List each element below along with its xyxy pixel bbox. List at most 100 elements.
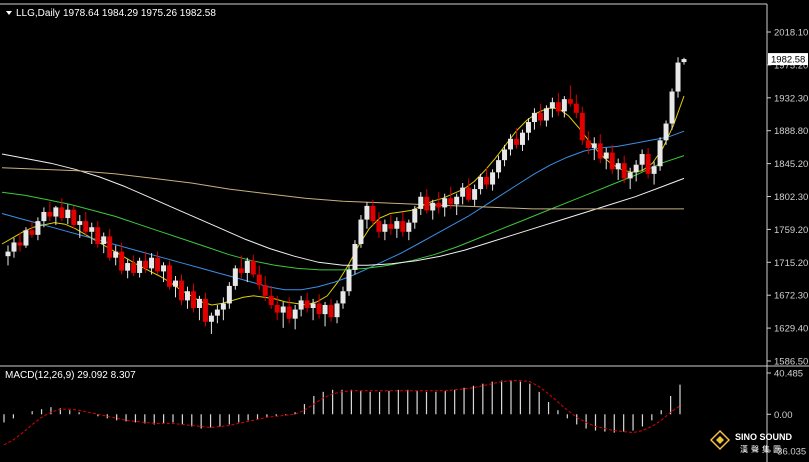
candle-body	[322, 304, 328, 315]
candle	[358, 215, 364, 248]
candle	[442, 193, 448, 217]
candle-body	[83, 221, 89, 232]
candle	[364, 202, 370, 229]
candle-body	[681, 59, 687, 63]
price-tick-label: 2018.10	[774, 28, 808, 39]
candle	[436, 192, 442, 214]
candle-body	[591, 143, 597, 148]
symbol-dropdown-icon[interactable]	[6, 11, 12, 15]
candle-body	[280, 306, 286, 313]
candle-body	[59, 207, 65, 219]
candle-body	[519, 132, 525, 145]
candle-body	[65, 209, 71, 219]
candle-body	[274, 304, 280, 313]
candle	[609, 144, 615, 174]
candle-body	[597, 143, 603, 159]
candle	[639, 149, 645, 171]
candle-body	[651, 166, 657, 174]
candle-body	[310, 303, 316, 309]
candle-body	[627, 172, 633, 179]
candle-body	[537, 112, 543, 121]
candle	[591, 137, 597, 161]
candle-body	[184, 291, 190, 301]
price-tick-label: 1586.50	[774, 357, 808, 368]
candle	[131, 255, 137, 277]
candle-body	[448, 198, 454, 205]
candle	[292, 304, 298, 330]
candle	[621, 155, 627, 184]
macd-tick-label: 40.485	[774, 369, 803, 380]
candle	[424, 189, 430, 214]
candle-body	[23, 230, 29, 246]
candle	[119, 242, 125, 275]
candle-body	[11, 242, 17, 252]
candle	[137, 257, 143, 278]
candle	[220, 297, 226, 321]
candle-body	[316, 303, 322, 315]
candle-body	[621, 163, 627, 179]
candle	[496, 155, 502, 179]
candle-body	[496, 160, 502, 173]
moving-average-line	[1, 130, 685, 291]
candle	[525, 118, 531, 141]
candle	[155, 251, 161, 275]
candle-body	[238, 268, 244, 273]
candle-body	[609, 152, 615, 170]
candle	[645, 147, 651, 179]
candle-body	[513, 138, 519, 145]
candle	[47, 202, 53, 222]
candle	[675, 57, 681, 98]
candle	[340, 286, 346, 309]
candle	[573, 94, 579, 119]
candle-body	[382, 224, 388, 232]
moving-average-lines	[1, 95, 685, 306]
candle	[460, 183, 466, 205]
candle-body	[603, 152, 609, 159]
candle-body	[119, 251, 125, 271]
candle	[508, 134, 514, 156]
candle-body	[657, 140, 663, 167]
candle	[101, 232, 107, 254]
candle	[214, 304, 220, 324]
macd-tick-label: 0.00	[774, 410, 793, 421]
candle	[627, 167, 633, 190]
candle-body	[77, 221, 83, 225]
candle-body	[484, 176, 490, 185]
candle	[328, 298, 334, 322]
candle	[83, 211, 89, 235]
candle-body	[89, 227, 95, 232]
candle-body	[394, 221, 400, 229]
ohlc-readout: 1978.64 1984.29 1975.26 1982.58	[63, 8, 216, 19]
candle	[633, 160, 639, 182]
candle	[23, 227, 29, 248]
candle-body	[226, 285, 232, 304]
candle-body	[149, 257, 155, 269]
candle	[603, 147, 609, 170]
candle-body	[113, 251, 119, 258]
candle-body	[29, 230, 35, 235]
candle-body	[190, 291, 196, 309]
candle	[549, 97, 555, 118]
candle-body	[196, 298, 202, 309]
candle	[262, 276, 268, 302]
logo-mark-icon	[709, 429, 731, 451]
candle-body	[53, 207, 59, 217]
candle-body	[406, 222, 412, 232]
candle-body	[137, 260, 143, 273]
candle	[352, 240, 358, 275]
candle	[388, 215, 394, 235]
candle-body	[244, 260, 250, 273]
candle	[232, 265, 238, 290]
candle-body	[454, 196, 460, 205]
candle-body	[346, 269, 352, 292]
candle-body	[220, 303, 226, 310]
candle	[519, 129, 525, 151]
candle-body	[47, 211, 53, 217]
candle	[430, 199, 436, 220]
candle-body	[143, 260, 149, 269]
candle	[448, 186, 454, 209]
candle	[286, 297, 292, 324]
candle	[17, 232, 23, 252]
candle	[484, 167, 490, 190]
